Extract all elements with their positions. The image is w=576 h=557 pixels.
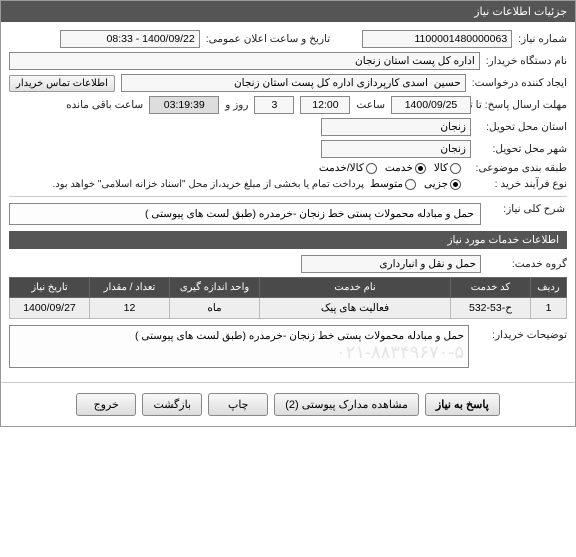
service-group-input[interactable] [301,255,481,273]
need-no-label: شماره نیاز: [518,33,567,45]
radio-jozi-label: جزیی [424,178,448,190]
process-note: پرداخت تمام یا بخشی از مبلغ خرید،از محل … [52,179,364,190]
row-description: شرح کلی نیاز: حمل و مبادله محمولات پستی … [9,203,567,225]
hour-input[interactable] [300,96,350,114]
radio-jozi-dot [450,179,461,190]
td-code: ح-53-532 [451,298,531,319]
service-group-label: گروه خدمت: [487,258,567,270]
buyer-input[interactable] [9,52,480,70]
buyer-note-box: حمل و مبادله محمولات پستی خط زنجان -خرمد… [9,325,469,368]
row-requester: ایجاد کننده درخواست: اطلاعات تماس خریدار [9,74,567,92]
th-unit: واحد اندازه گیری [170,278,260,298]
deadline-date-input[interactable] [391,96,471,114]
contact-info-button[interactable]: اطلاعات تماس خریدار [9,75,115,92]
process-type-label: نوع فرآیند خرید : [467,178,567,190]
city-label: شهر محل تحویل: [477,143,567,155]
province-label: استان محل تحویل: [477,121,567,133]
row-service-group: گروه خدمت: [9,255,567,273]
row-process-type: نوع فرآیند خرید : جزیی متوسط پرداخت تمام… [9,178,567,190]
city-input[interactable] [321,140,471,158]
services-section-bar: اطلاعات خدمات مورد نیاز [9,231,567,249]
radio-motavaset-dot [405,179,416,190]
radio-kala-label: کالا [434,162,448,174]
page-title-bar: جزئیات اطلاعات نیاز [1,1,575,22]
subject-radio-group: کالا خدمت کالا/خدمت [319,162,461,174]
radio-motavaset[interactable]: متوسط [370,178,416,190]
respond-button[interactable]: پاسخ به نیاز [425,393,500,416]
announce-input[interactable] [60,30,200,48]
attachments-button[interactable]: مشاهده مدارک پیوستی (2) [274,393,419,416]
process-radio-group: جزیی متوسط [370,178,461,190]
desc-box: حمل و مبادله محمولات پستی خط زنجان -خرمد… [9,203,481,225]
buyer-label: نام دستگاه خریدار: [486,55,567,67]
row-buyer: نام دستگاه خریدار: [9,52,567,70]
radio-kalakhadmat-label: کالا/خدمت [319,162,364,174]
subject-class-label: طبقه بندی موضوعی: [467,162,567,174]
back-button[interactable]: بازگشت [142,393,202,416]
row-need-number: شماره نیاز: تاریخ و ساعت اعلان عمومی: [9,30,567,48]
radio-kalakhadmat[interactable]: کالا/خدمت [319,162,377,174]
radio-kala-dot [450,163,461,174]
th-code: کد خدمت [451,278,531,298]
services-table: ردیف کد خدمت نام خدمت واحد اندازه گیری ت… [9,277,567,319]
requester-label: ایجاد کننده درخواست: [472,77,567,89]
row-buyer-note: توضیحات خریدار: حمل و مبادله محمولات پست… [9,325,567,368]
table-header-row: ردیف کد خدمت نام خدمت واحد اندازه گیری ت… [10,278,567,298]
td-qty: 12 [90,298,170,319]
td-date: 1400/09/27 [10,298,90,319]
announce-label: تاریخ و ساعت اعلان عمومی: [206,33,330,45]
page-title: جزئیات اطلاعات نیاز [474,6,567,18]
td-index: 1 [531,298,567,319]
th-name: نام خدمت [260,278,451,298]
radio-khadmat[interactable]: خدمت [385,162,426,174]
remain-label: ساعت باقی مانده [66,99,143,111]
province-input[interactable] [321,118,471,136]
buyer-note-label: توضیحات خریدار: [477,325,567,341]
th-qty: تعداد / مقدار [90,278,170,298]
radio-kalakhadmat-dot [366,163,377,174]
table-row[interactable]: 1 ح-53-532 فعالیت های پیک ماه 12 1400/09… [10,298,567,319]
td-unit: ماه [170,298,260,319]
remain-time-input [149,96,219,114]
buyer-note-text: حمل و مبادله محمولات پستی خط زنجان -خرمد… [14,330,464,342]
td-name: فعالیت های پیک [260,298,451,319]
th-index: ردیف [531,278,567,298]
radio-khadmat-dot [415,163,426,174]
form-area: شماره نیاز: تاریخ و ساعت اعلان عمومی: نا… [1,22,575,376]
desc-label: شرح کلی نیاز: [487,203,567,215]
radio-khadmat-label: خدمت [385,162,413,174]
day-input[interactable] [254,96,294,114]
radio-motavaset-label: متوسط [370,178,403,190]
need-no-input[interactable] [362,30,512,48]
exit-button[interactable]: خروج [76,393,136,416]
row-deadline: مهلت ارسال پاسخ: تا تاریخ: ساعت روز و سا… [9,96,567,114]
row-city: شهر محل تحویل: [9,140,567,158]
hour-label: ساعت [356,99,385,111]
requester-input[interactable] [121,74,466,92]
watermark-text: ۰۲۱-۸۸۳۴۹۶۷۰-۵ [14,342,464,363]
deadline-label: مهلت ارسال پاسخ: تا تاریخ: [477,99,567,111]
radio-kala[interactable]: کالا [434,162,461,174]
day-label: روز و [225,99,248,111]
th-date: تاریخ نیاز [10,278,90,298]
row-province: استان محل تحویل: [9,118,567,136]
radio-jozi[interactable]: جزیی [424,178,461,190]
footer-buttons: پاسخ به نیاز مشاهده مدارک پیوستی (2) چاپ… [1,382,575,426]
row-subject-class: طبقه بندی موضوعی: کالا خدمت کالا/خدمت [9,162,567,174]
main-container: جزئیات اطلاعات نیاز شماره نیاز: تاریخ و … [0,0,576,427]
separator-1 [9,196,567,197]
print-button[interactable]: چاپ [208,393,268,416]
